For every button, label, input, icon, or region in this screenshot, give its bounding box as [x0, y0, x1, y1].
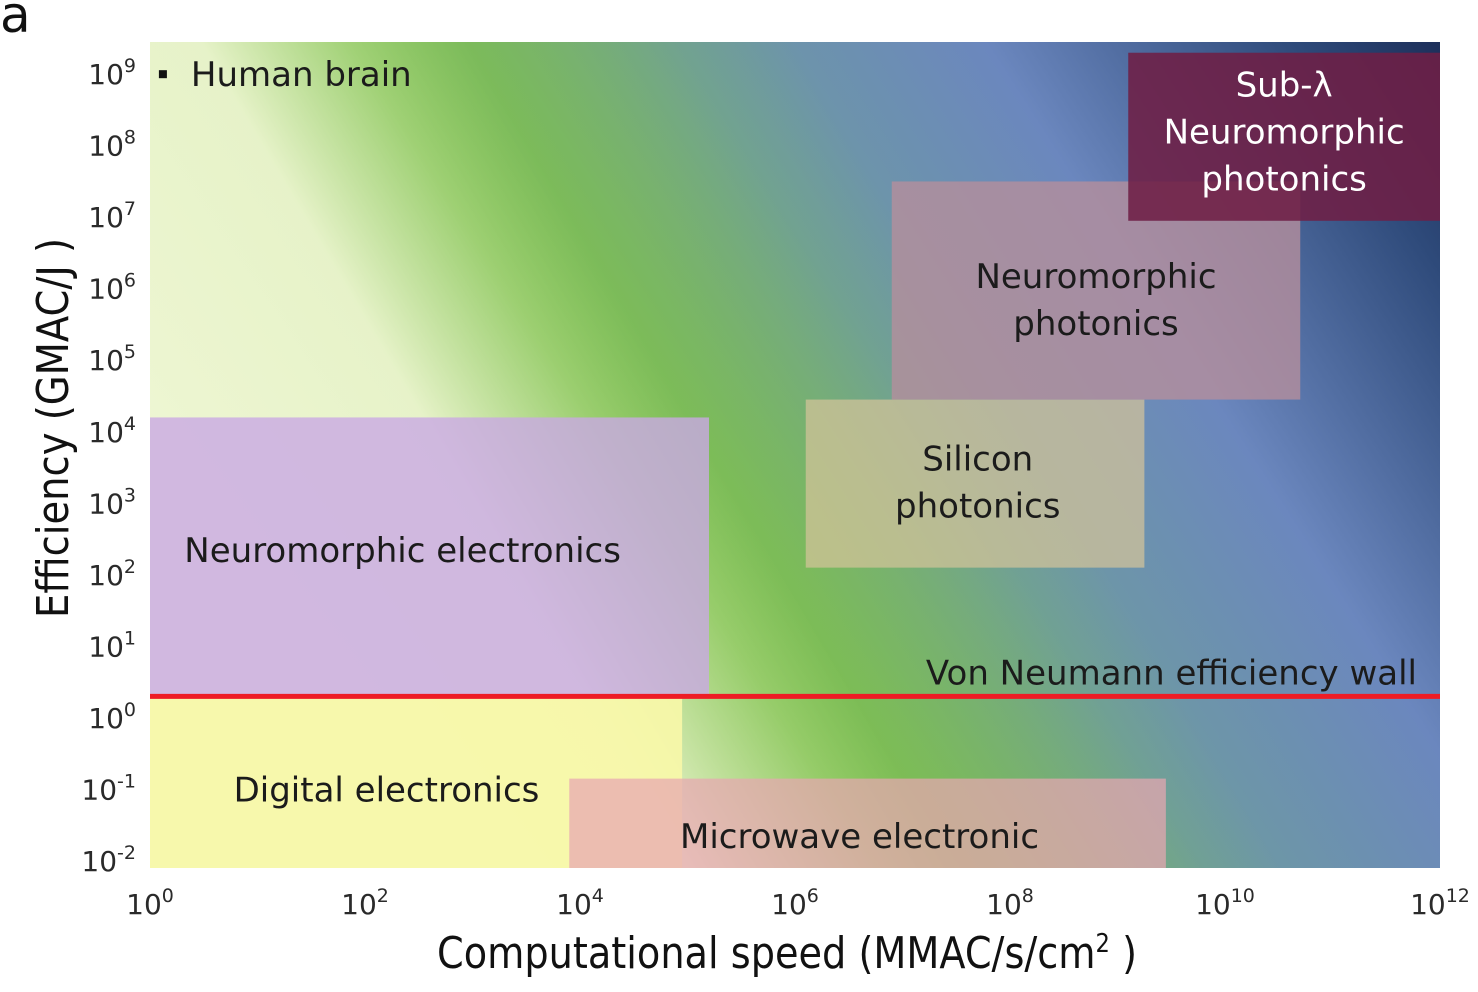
x-tick-label: 102	[341, 885, 389, 921]
y-tick-label: 101	[88, 627, 136, 663]
y-tick-labels: 109 108 107 106 105 104 103 102 101 100 10-1 10-2	[81, 55, 136, 878]
region-label-microwave-electronic: Microwave electronic	[680, 817, 1039, 857]
x-tick-label: 108	[986, 885, 1034, 921]
human-brain-label: Human brain	[191, 55, 412, 95]
x-tick-labels: 100 102 104 106 108 1010 1012	[126, 885, 1470, 921]
region-microwave-electronic	[569, 778, 1166, 868]
region-label-sub-neuromorphic-photonics: Sub-λ Neuromorphic photonics	[1164, 65, 1405, 199]
y-tick-label: 105	[88, 341, 136, 377]
von-neumann-wall-label: Von Neumann efficiency wall	[926, 653, 1417, 693]
y-tick-label: 109	[88, 55, 136, 91]
region-silicon-photonics	[805, 399, 1145, 568]
y-tick-label: 104	[88, 413, 136, 449]
y-tick-label: 106	[88, 270, 136, 306]
x-tick-label: 1010	[1195, 885, 1255, 921]
x-tick-label: 1012	[1410, 885, 1470, 921]
y-tick-label: 10-1	[81, 770, 136, 806]
region-label-neuromorphic-photonics: Neuromorphic photonics	[975, 257, 1216, 344]
regions-layer: Digital electronics Microwave electronic N…	[150, 52, 1440, 868]
y-axis-label: Efficiency (GMAC/J )	[28, 238, 79, 618]
human-brain-layer: Human brain	[158, 55, 412, 95]
y-tick-label: 108	[88, 127, 136, 163]
region-label-silicon-photonics: Silicon photonics	[895, 439, 1060, 526]
region-label-neuromorphic-electronics: Neuromorphic electronics	[184, 531, 621, 571]
y-tick-label: 100	[88, 699, 136, 735]
y-tick-label: 10-2	[81, 842, 136, 878]
x-tick-label: 106	[771, 885, 819, 921]
x-tick-label: 104	[556, 885, 604, 921]
von-neumann-wall-layer: Von Neumann efficiency wall	[150, 653, 1440, 699]
region-sub-neuromorphic-photonics	[1128, 52, 1440, 221]
y-tick-label: 107	[88, 198, 136, 234]
panel-label: a	[0, 0, 31, 44]
region-neuromorphic-electronics	[150, 417, 709, 697]
region-label-digital-electronics: Digital electronics	[234, 770, 540, 810]
y-tick-label: 102	[88, 556, 136, 592]
y-tick-label: 103	[88, 484, 136, 520]
x-axis-label: Computational speed (MMAC/s/cm2 )	[437, 928, 1137, 979]
human-brain-marker	[158, 70, 167, 79]
x-tick-label: 100	[126, 885, 174, 921]
